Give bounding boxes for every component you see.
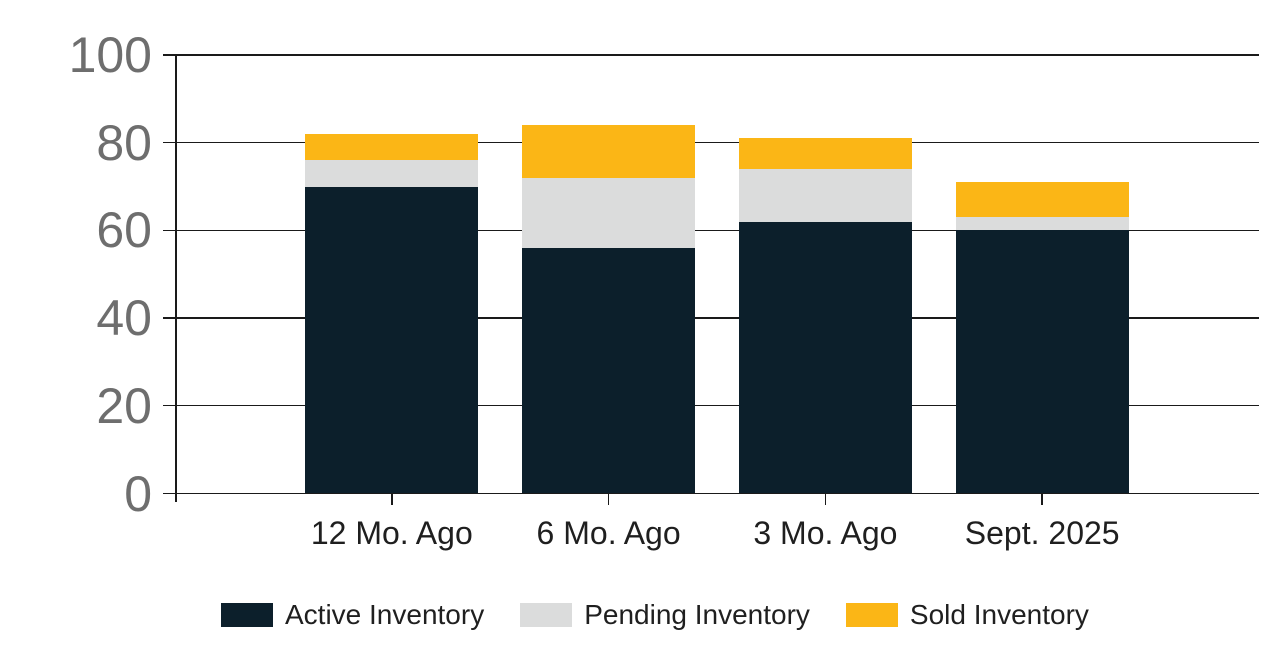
bar-2-segment-active <box>522 247 696 494</box>
legend-label: Sold Inventory <box>909 599 1089 630</box>
gridline-y-20 <box>163 405 1259 407</box>
legend-swatch-pending-inventory <box>520 603 573 627</box>
bar-3-segment-sold <box>738 138 912 169</box>
x-tick-label: Sept. 2025 <box>964 515 1120 551</box>
legend-item-active-inventory: Active Inventory <box>221 599 484 631</box>
gridline-y-40 <box>163 317 1259 319</box>
gridline-y-60 <box>163 229 1259 232</box>
bar-1-segment-pending <box>305 160 479 187</box>
legend-label: Pending Inventory <box>584 599 810 630</box>
bar-4-segment-pending <box>955 217 1129 231</box>
y-tick-label: 60 <box>96 202 152 259</box>
y-tick-label: 40 <box>96 290 152 347</box>
legend-swatch-active-inventory <box>221 603 273 627</box>
legend-label: Active Inventory <box>285 599 485 630</box>
x-axis-tick <box>824 493 827 505</box>
bar-3-segment-active <box>738 221 912 494</box>
bar-4-segment-sold <box>955 182 1129 218</box>
legend-item-pending-inventory: Pending Inventory <box>520 599 810 631</box>
y-tick-label: 100 <box>68 27 152 83</box>
bar-2-segment-sold <box>522 125 696 178</box>
y-tick-label: 0 <box>124 465 152 522</box>
gridline-y-100 <box>163 54 1259 56</box>
bar-4-segment-active <box>955 230 1129 494</box>
gridline-y-80 <box>163 142 1259 144</box>
bar-3-segment-pending <box>738 169 912 222</box>
bar-2-segment-pending <box>522 177 696 248</box>
y-axis-line <box>175 55 177 502</box>
legend: Active Inventory Pending Inventory Sold In… <box>221 599 1089 631</box>
legend-item-sold-inventory: Sold Inventory <box>845 599 1089 631</box>
x-axis-tick <box>1041 493 1043 505</box>
gridline-y-0 <box>163 492 1259 495</box>
bar-1-segment-active <box>305 186 479 494</box>
y-tick-label: 20 <box>96 377 152 434</box>
bar-1-segment-sold <box>305 133 479 161</box>
x-tick-label: 6 Mo. Ago <box>536 515 681 551</box>
x-tick-label: 3 Mo. Ago <box>753 515 898 551</box>
x-axis-tick <box>607 493 610 505</box>
x-tick-label: 12 Mo. Ago <box>310 515 473 551</box>
x-axis-tick <box>391 493 393 505</box>
y-tick-label: 80 <box>96 114 152 171</box>
legend-swatch-sold-inventory <box>845 603 898 627</box>
